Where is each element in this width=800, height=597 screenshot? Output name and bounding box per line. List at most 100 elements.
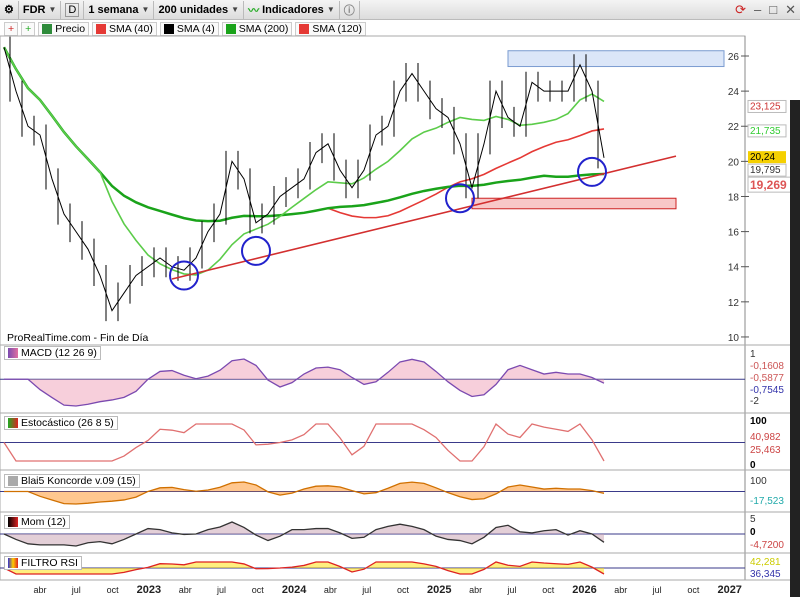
x-tick-label: 2023 bbox=[137, 584, 161, 596]
value-box-bg bbox=[748, 151, 786, 164]
koncorde-swatch bbox=[8, 476, 18, 486]
last-value-box: 23,125 bbox=[747, 99, 787, 113]
legend-item[interactable]: SMA (120) bbox=[295, 21, 366, 36]
y-tick-label: 10 bbox=[728, 333, 740, 344]
stoch-title: Estocástico (26 8 5) bbox=[21, 417, 114, 429]
x-tick-label: abr bbox=[614, 585, 627, 595]
toolbar: ⚙ FDR ▼ D 1 semana ▼ 200 unidades ▼ 〰 Indica… bbox=[0, 0, 800, 20]
x-tick-label: abr bbox=[469, 585, 482, 595]
y-tick-label: 14 bbox=[728, 263, 740, 274]
rsi-swatch bbox=[8, 558, 18, 568]
legend-swatch bbox=[163, 23, 174, 34]
x-tick-label: jul bbox=[652, 585, 662, 595]
highlight-circle bbox=[577, 156, 607, 187]
plot-frame bbox=[0, 35, 746, 581]
mom-label[interactable]: Mom (12) bbox=[4, 515, 70, 529]
highlight-circle bbox=[241, 235, 271, 266]
mom-swatch bbox=[8, 517, 18, 527]
units-label: 200 unidades bbox=[158, 3, 229, 16]
legend: + + Precio SMA (40) SMA (4) SMA (200) SMA (1… bbox=[4, 21, 366, 36]
x-tick-label: oct bbox=[252, 585, 265, 595]
indicator-axis-label: -17,523 bbox=[750, 496, 784, 507]
value-box-bg bbox=[747, 163, 787, 177]
koncorde-title: Blai5 Koncorde v.09 (15) bbox=[21, 475, 136, 487]
mom-title: Mom (12) bbox=[21, 516, 66, 528]
x-tick-label: jul bbox=[71, 585, 81, 595]
info-button[interactable]: ⓘ bbox=[340, 0, 360, 19]
indicator-axis-label: 42,281 bbox=[750, 557, 781, 568]
value-box-text: 23,125 bbox=[750, 101, 781, 112]
last-value-box: 19,795 bbox=[747, 163, 787, 177]
indicator-axis-label: 100 bbox=[750, 416, 767, 427]
sync-icon[interactable]: ⟳ bbox=[735, 2, 746, 17]
period-select[interactable]: 1 semana ▼ bbox=[84, 0, 155, 19]
d-label: D bbox=[65, 2, 80, 17]
legend-item[interactable]: SMA (40) bbox=[92, 21, 157, 36]
app-icon: ⚙ bbox=[0, 0, 19, 19]
price-zone bbox=[507, 50, 725, 68]
y-tick-label: 26 bbox=[728, 52, 740, 63]
stoch-label[interactable]: Estocástico (26 8 5) bbox=[4, 416, 118, 430]
side-strip bbox=[790, 100, 800, 597]
price-zone bbox=[471, 197, 677, 210]
rsi-label[interactable]: FILTRO RSI bbox=[4, 556, 82, 570]
indicator-axis-label: 0 bbox=[750, 460, 756, 471]
indicators-icon: 〰 bbox=[248, 4, 260, 17]
watermark: ProRealTime.com - Fin de Día bbox=[7, 332, 149, 344]
koncorde-line bbox=[4, 481, 605, 505]
minimize-icon[interactable]: – bbox=[754, 2, 762, 17]
y-tick-label: 24 bbox=[728, 87, 740, 98]
legend-item[interactable]: Precio bbox=[38, 21, 90, 36]
indicator-axis-label: 40,982 bbox=[750, 432, 781, 443]
koncorde-label[interactable]: Blai5 Koncorde v.09 (15) bbox=[4, 474, 140, 488]
last-value-box: 19,269 bbox=[747, 176, 793, 193]
d-button[interactable]: D bbox=[61, 0, 85, 19]
chevron-down-icon: ▼ bbox=[141, 5, 150, 14]
add-indicator-button[interactable]: + bbox=[4, 21, 19, 36]
chevron-down-icon: ▼ bbox=[326, 5, 335, 14]
x-tick-label: oct bbox=[397, 585, 410, 595]
symbol-select[interactable]: FDR ▼ bbox=[19, 0, 62, 19]
value-box-text: 19,795 bbox=[750, 165, 781, 176]
add-chart-button[interactable]: + bbox=[21, 21, 36, 36]
indicator-axis-label: -0,5877 bbox=[750, 373, 784, 384]
highlight-circle bbox=[169, 260, 199, 291]
legend-item[interactable]: SMA (200) bbox=[221, 21, 293, 36]
x-tick-label: 2025 bbox=[427, 584, 451, 596]
chevron-down-icon: ▼ bbox=[231, 5, 240, 14]
legend-label: SMA (120) bbox=[312, 22, 362, 35]
value-box-text: 19,269 bbox=[750, 178, 787, 192]
legend-label: Precio bbox=[55, 22, 86, 35]
indicators-label: Indicadores bbox=[262, 3, 324, 16]
legend-swatch bbox=[96, 23, 107, 34]
price-line bbox=[3, 47, 605, 312]
macd-area bbox=[4, 359, 604, 406]
sma-40-line bbox=[3, 46, 605, 276]
legend-swatch bbox=[42, 23, 53, 34]
x-tick-label: oct bbox=[107, 585, 120, 595]
maximize-icon[interactable]: □ bbox=[769, 2, 778, 17]
x-tick-label: 2026 bbox=[572, 584, 596, 596]
indicators-button[interactable]: 〰 Indicadores ▼ bbox=[244, 0, 340, 19]
value-box-text: 20,24 bbox=[750, 152, 775, 163]
y-tick-label: 16 bbox=[728, 228, 740, 239]
units-select[interactable]: 200 unidades ▼ bbox=[154, 0, 245, 19]
symbol-label: FDR bbox=[22, 3, 46, 16]
value-box-text: 21,735 bbox=[750, 126, 781, 137]
close-icon[interactable]: ✕ bbox=[785, 2, 796, 17]
mom-line bbox=[3, 521, 605, 547]
stoch-line bbox=[3, 422, 605, 462]
legend-label: SMA (4) bbox=[176, 22, 215, 35]
legend-swatch bbox=[225, 23, 236, 34]
period-label: 1 semana bbox=[88, 3, 139, 16]
value-box-bg bbox=[747, 99, 787, 113]
macd-label[interactable]: MACD (12 26 9) bbox=[4, 346, 101, 360]
indicator-axis-label: -2 bbox=[750, 396, 759, 407]
sma-200-line bbox=[2, 46, 605, 223]
indicator-axis-label: -4,7200 bbox=[750, 540, 784, 551]
indicator-axis-label: 0 bbox=[750, 527, 756, 538]
legend-item[interactable]: SMA (4) bbox=[159, 21, 219, 36]
x-tick-label: jul bbox=[361, 585, 371, 595]
value-box-bg bbox=[747, 124, 787, 138]
